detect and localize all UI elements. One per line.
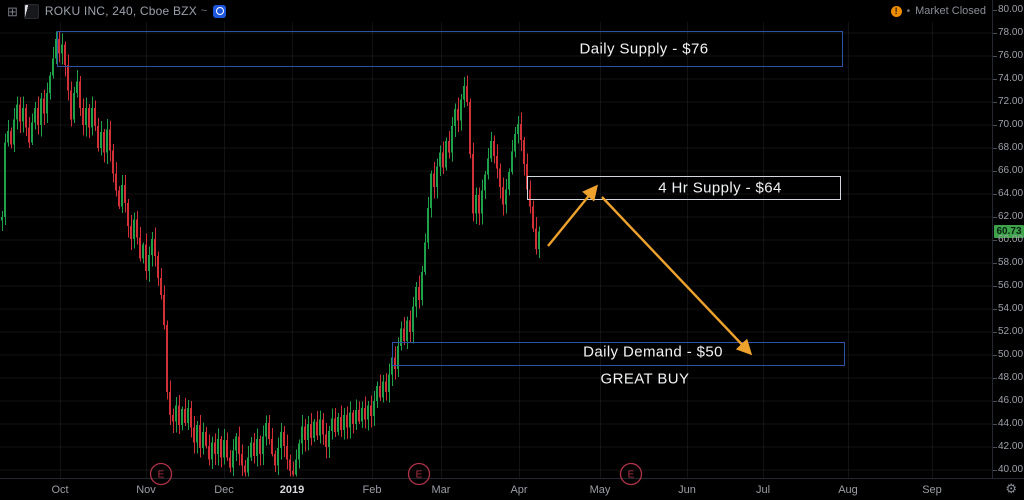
price-tick-label: 56.00 [998,280,1024,291]
alert-icon[interactable]: ! [890,5,902,17]
price-tick-label: 68.00 [998,142,1024,153]
price-tick-label: 50.00 [998,349,1024,360]
price-tick-label: 72.00 [998,96,1024,107]
price-tick-label: 52.00 [998,326,1024,337]
price-tick-label: 66.00 [998,165,1024,176]
time-axis-label: May [589,484,611,496]
symbol-logo-icon [23,3,39,19]
time-axis-label: Sep [922,484,942,496]
time-axis-label: Aug [838,484,858,496]
price-tick-label: 48.00 [998,372,1024,383]
price-tick-label: 78.00 [998,27,1024,38]
time-axis-label: 2019 [279,484,305,496]
axis-settings-gear-icon[interactable]: ⚙ [1005,481,1017,496]
price-tick-label: 44.00 [998,418,1024,429]
last-price-badge: 60.73 [994,225,1024,239]
price-tick-label: 60.00 [998,234,1024,245]
market-status-text: Market Closed [915,5,986,17]
time-axis-label: Nov [136,484,156,496]
price-tick-label: 58.00 [998,257,1024,268]
price-tick-label: 70.00 [998,119,1024,130]
symbol-title[interactable]: ROKU INC, 240, Cboe BZX [44,4,197,18]
layout-grid-icon[interactable]: ⊞ [7,3,18,19]
price-axis[interactable]: 60.73 80.00 78.00 76.00 74.00 72.00 70.00 68.0… [992,0,1024,478]
time-axis-label: Jul [755,484,771,496]
daily-supply-zone-box[interactable] [57,31,843,67]
time-axis[interactable]: Oct Nov Dec 2019 Feb Mar Apr May Jun Jul Aug Sep [0,478,1024,500]
price-tick-label: 80.00 [998,4,1024,15]
price-tick-label: 62.00 [998,211,1024,222]
instrument-info-icon[interactable] [213,4,227,18]
time-axis-label: Apr [510,484,528,496]
price-tick-label: 74.00 [998,73,1024,84]
candlestick-chart[interactable] [0,22,993,478]
great-buy-label: GREAT BUY [600,370,690,388]
market-status: ! • Market Closed [890,5,992,17]
daily-demand-label: Daily Demand - $50 [583,343,723,361]
price-tick-label: 40.00 [998,464,1024,475]
time-axis-label: Dec [214,484,234,496]
time-axis-label: Mar [431,484,451,496]
symbol-title-caret[interactable]: ~ [200,5,208,17]
daily-supply-label: Daily Supply - $76 [579,40,709,58]
price-tick-label: 54.00 [998,303,1024,314]
time-axis-label: Feb [362,484,382,496]
status-bullet-icon: • [906,5,911,17]
time-axis-label: Oct [51,484,69,496]
time-axis-label: Jun [678,484,696,496]
4hr-supply-label: 4 Hr Supply - $64 [658,179,782,197]
price-tick-label: 64.00 [998,188,1024,199]
price-tick-label: 46.00 [998,395,1024,406]
price-tick-label: 42.00 [998,441,1024,452]
chart-header: ⊞ ROKU INC, 240, Cboe BZX ~ ! • Market C… [0,0,992,22]
price-tick-label: 76.00 [998,50,1024,61]
